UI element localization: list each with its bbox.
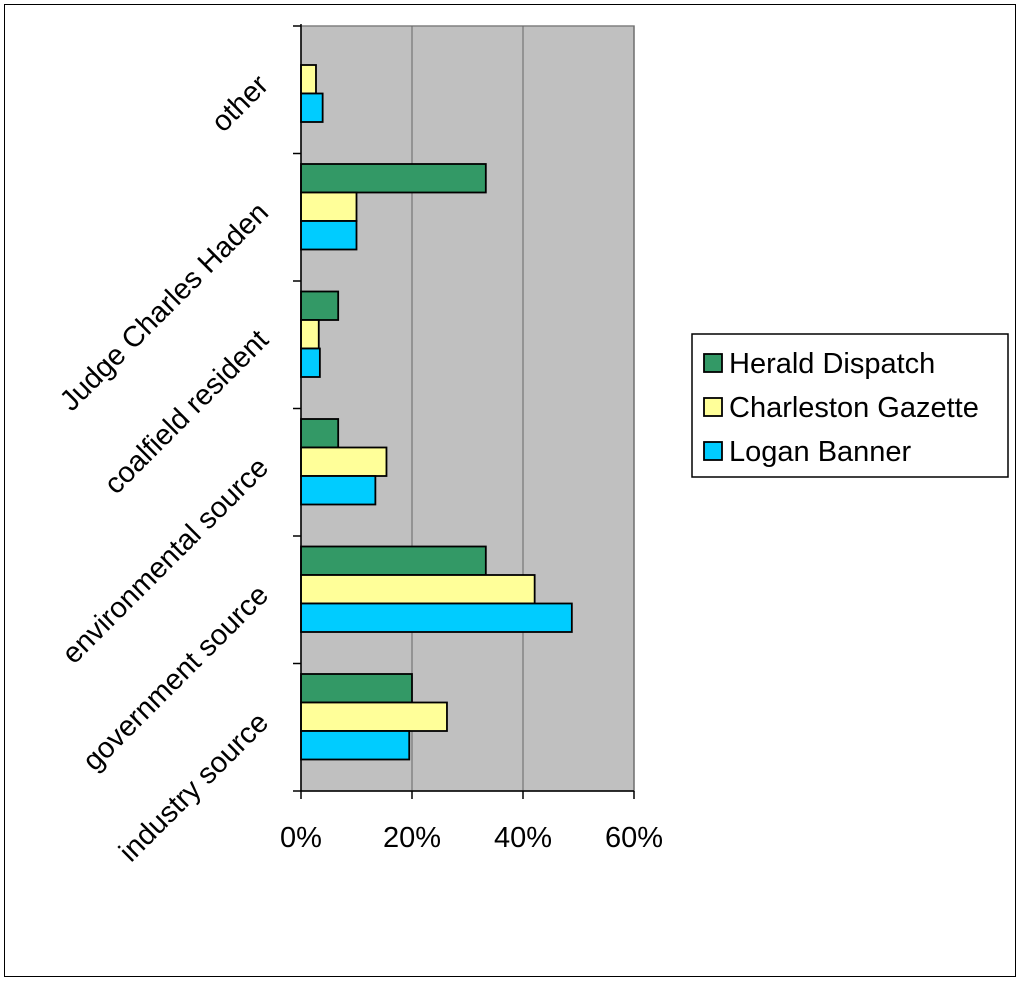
- legend-swatch: [703, 353, 723, 373]
- bar-herald-dispatch: [300, 545, 487, 576]
- bar-logan-banner: [300, 220, 358, 251]
- legend-label: Herald Dispatch: [729, 348, 935, 380]
- bars: [300, 64, 573, 761]
- bar-herald-dispatch: [300, 418, 340, 449]
- bar-herald-dispatch: [300, 163, 487, 194]
- x-tick-label: 20%: [383, 822, 441, 854]
- bar-logan-banner: [300, 475, 377, 506]
- gridlines: [411, 26, 635, 791]
- category-label: Judge Charles Haden: [54, 197, 275, 418]
- x-tick-label: 40%: [494, 822, 552, 854]
- legend-swatch: [703, 441, 723, 461]
- legend: Herald Dispatch Charleston Gazette Logan B…: [691, 333, 1009, 478]
- axes: [293, 24, 635, 799]
- bar-charleston-gazette: [300, 574, 536, 605]
- bar-logan-banner: [300, 347, 321, 378]
- plot-area: [300, 25, 635, 792]
- x-tick-label: 60%: [605, 822, 663, 854]
- legend-label: Logan Banner: [729, 436, 912, 468]
- legend-box: [691, 333, 1009, 478]
- bar-charleston-gazette: [300, 64, 317, 95]
- category-label: environmental source: [56, 452, 275, 671]
- x-tick-labels: 0% 20% 40% 60%: [280, 822, 663, 854]
- bar-charleston-gazette: [300, 191, 358, 222]
- legend-label: Charleston Gazette: [729, 392, 979, 424]
- bar-herald-dispatch: [300, 290, 340, 321]
- bar-herald-dispatch: [300, 673, 413, 704]
- bar-charleston-gazette: [300, 446, 388, 477]
- x-tick-label: 0%: [280, 822, 322, 854]
- bar-logan-banner: [300, 602, 573, 633]
- bar-charleston-gazette: [300, 701, 448, 732]
- bar-logan-banner: [300, 730, 411, 761]
- legend-swatch: [703, 397, 723, 417]
- bar-charleston-gazette: [300, 319, 320, 350]
- category-label: other: [206, 69, 276, 139]
- bar-logan-banner: [300, 92, 324, 123]
